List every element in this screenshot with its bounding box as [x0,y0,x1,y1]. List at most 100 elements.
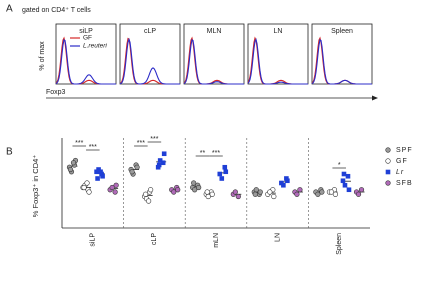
x-axis-label: Foxp3 [46,89,66,96]
data-point [70,160,77,166]
category-label: LN [274,233,281,242]
data-point [100,173,105,179]
legend-marker [385,158,391,164]
legend-label: GF [83,35,92,42]
significance-label: ** [200,150,206,157]
histogram-curve [183,39,244,85]
histogram-curve [119,37,180,85]
histogram-frame [247,23,309,85]
arrow-head [372,95,378,101]
data-point [345,173,351,179]
histogram-curve [311,39,372,85]
legend-label: L.reuteri [83,43,107,50]
legend-marker [385,180,391,186]
data-point [146,198,152,204]
significance-label: *** [137,140,145,147]
data-point [315,191,321,197]
data-point [346,187,352,193]
data-point [294,191,300,197]
data-point [281,182,286,188]
legend-label: SFB [396,180,413,187]
data-point [171,189,177,195]
histogram-curve [183,36,244,85]
histogram-frame [183,23,245,85]
data-point [86,189,92,195]
data-point [271,193,277,200]
histogram-frame [55,23,117,85]
data-point [156,162,162,168]
data-point [113,182,119,188]
histogram-curve [247,38,308,85]
histogram-frame [311,23,373,85]
significance-label: *** [150,136,158,143]
data-point [129,169,135,175]
data-point [340,178,346,184]
significance-label: *** [212,150,220,157]
data-point [134,164,140,170]
histogram-frame [119,23,181,85]
data-point [196,184,202,191]
tissue-label: LN [274,28,283,35]
significance-label: * [338,162,341,169]
data-point [191,180,197,186]
y-axis-label: % Foxp3⁺ in CD4⁺ [31,155,40,218]
category-label: Spleen [336,233,343,255]
data-point [358,187,365,193]
data-point [328,189,335,195]
data-point [148,187,154,193]
significance-label: *** [75,140,83,147]
data-point [341,171,347,177]
significance-label: *** [89,144,97,151]
legend-marker [385,169,391,175]
data-point [84,180,90,186]
data-point [297,187,303,193]
histogram-curve [311,36,372,85]
data-point [355,191,362,197]
data-point [204,189,210,195]
data-point [98,169,103,175]
tissue-label: Spleen [331,28,353,35]
data-point [112,189,118,195]
data-point [81,184,87,191]
data-point [223,169,229,175]
histogram-curve [119,37,180,85]
data-point [109,184,115,191]
data-point [217,171,223,177]
data-point [160,160,166,166]
data-point [95,176,100,181]
category-label: siLP [90,233,97,247]
data-point [67,166,74,173]
category-label: cLP [151,233,158,245]
data-point [143,191,149,197]
data-point [257,189,263,195]
histogram-curve [55,39,116,85]
legend-label: Lr [396,169,404,176]
data-point [157,158,163,163]
category-label: mLN [213,233,220,248]
data-point [342,182,348,188]
panel-letter: B [6,147,13,158]
y-axis-label: % of max [39,41,46,71]
legend-marker [385,147,391,153]
panel-letter: A [6,4,13,15]
legend-label: GF [396,158,408,165]
data-point [235,193,241,200]
data-point [161,151,167,157]
tissue-label: MLN [207,28,222,35]
data-point [222,164,228,170]
data-point [192,187,198,193]
legend-label: SPF [396,147,413,154]
tissue-label: cLP [144,28,156,35]
data-point [252,191,258,197]
data-point [209,191,215,197]
data-point [332,191,339,197]
tissue-label: siLP [79,28,93,35]
data-point [175,187,181,193]
data-point [319,189,325,195]
panel-header: gated on CD4⁺ T cells [22,7,91,14]
data-point [232,189,238,195]
data-point [267,189,273,195]
data-point [285,178,290,184]
data-point [219,176,225,181]
